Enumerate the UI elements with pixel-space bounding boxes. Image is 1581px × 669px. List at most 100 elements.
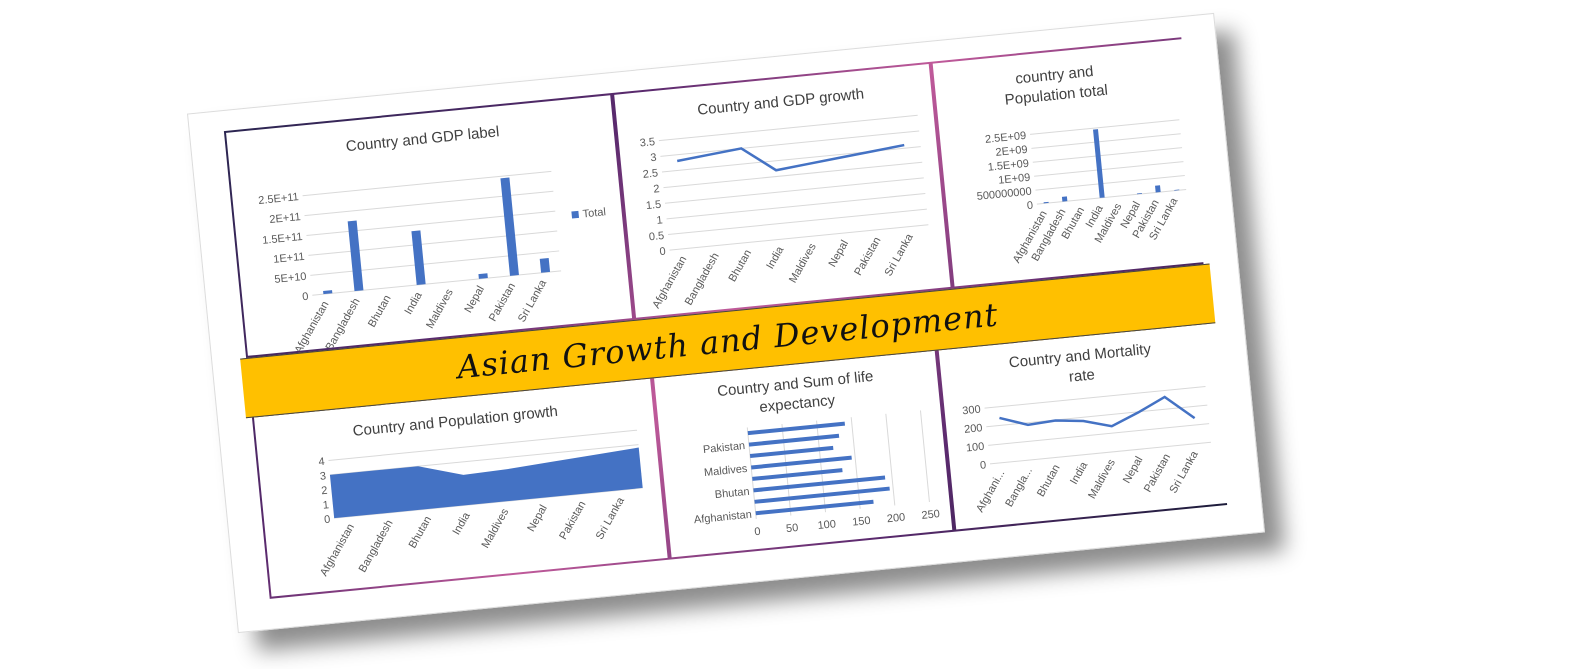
chart-gdp-growth[interactable]: Country and GDP growth 0 0.5 1 1.5 2 2.5 3 3.5 Af… <box>614 63 951 318</box>
chart-population-growth[interactable]: Country and Population growth 0 1 2 3 4 Afghan… <box>253 378 668 597</box>
gdp-label-gridline <box>306 210 556 237</box>
pop-growth-title-line: Country and Population growth <box>352 403 559 440</box>
mortality-xtick-label: Bhutan <box>1035 463 1063 499</box>
pop-growth-ytick-label: 3 <box>319 470 326 483</box>
life-exp-xtick-label: 100 <box>817 518 836 532</box>
gdp-growth-xtick-label: Nepal <box>827 238 852 269</box>
gdp-growth-xtick-label: Sri Lanka <box>883 231 917 278</box>
chart-population-total[interactable]: country and Population total 0 500000000 1E+… <box>932 38 1212 287</box>
gdp-label-bar <box>500 177 519 276</box>
gdp-growth-ytick-label: 3 <box>650 152 657 165</box>
mortality-xtick-label: Sri Lanka <box>1167 448 1201 495</box>
chart-svg: Country and GDP growth00.511.522.533.5Af… <box>639 85 929 311</box>
pop-growth-xtick-label: India <box>451 510 474 537</box>
pop-total-ytick-label: 0 <box>1026 200 1033 213</box>
gdp-label-legend-entry: Total <box>582 206 606 220</box>
life-exp-bar <box>748 433 840 447</box>
pop-total-gridline <box>1036 188 1187 205</box>
life-exp-xtick-label: 250 <box>921 508 940 522</box>
life-exp-bar <box>749 445 834 459</box>
gdp-label-bar <box>539 257 551 273</box>
pop-total-bar <box>1093 129 1105 198</box>
gdp-label-bar <box>347 220 364 292</box>
dashboard-frame: Country and GDP label 0 5E+10 1E+11 1.5E+11 2… <box>223 37 1235 599</box>
life-exp-gridline <box>885 413 896 506</box>
gdp-label-ytick-label: 0 <box>302 291 309 304</box>
gdp-label-xtick-label: India <box>403 289 426 316</box>
gdp-growth-xtick-label: Bangladesh <box>683 251 722 308</box>
pop-total-gridline <box>1032 147 1183 163</box>
pop-total-bar <box>1081 199 1087 200</box>
gdp-label-gridline <box>308 230 558 256</box>
pop-growth-xtick-label: Sri Lanka <box>594 495 628 542</box>
mortality-xtick-label: Nepal <box>1121 455 1146 486</box>
pop-growth-xtick-label: Nepal <box>525 503 550 534</box>
pop-growth-ytick-label: 1 <box>322 499 329 512</box>
chart-svg: Country and Mortalityrate0100200300Afgha… <box>962 341 1211 514</box>
pop-total-gridline <box>1035 175 1185 191</box>
gdp-growth-gridline <box>660 130 920 157</box>
gdp-label-xtick-label: Nepal <box>462 284 487 315</box>
life-exp-xtick-label: 150 <box>852 515 871 529</box>
mortality-ytick-label: 100 <box>965 441 984 455</box>
life-exp-ytick-label: Maldives <box>704 463 749 479</box>
pop-growth-gridline <box>328 429 638 461</box>
pop-growth-xtick-label: Bhutan <box>407 514 435 550</box>
gdp-growth-xtick-label: Maldives <box>787 241 819 285</box>
life-exp-xtick-label: 50 <box>785 522 798 535</box>
gdp-label-gridline <box>312 270 562 296</box>
chart-life-expectancy[interactable]: Country and Sum of life expectancy 0 50 100 1… <box>654 350 953 558</box>
gdp-growth-title-line: Country and GDP growth <box>697 85 865 118</box>
life-exp-gridline <box>746 427 757 520</box>
pop-growth-xtick-label: Afghanistan <box>318 522 357 579</box>
gdp-growth-ytick-label: 1.5 <box>645 199 661 212</box>
life-exp-bar <box>747 421 846 436</box>
gdp-label-bar <box>478 273 488 279</box>
pop-total-bar <box>1118 195 1124 197</box>
pop-total-bar <box>1043 201 1049 204</box>
pop-total-ytick-label: 500000000 <box>976 186 1032 203</box>
pop-total-gridline <box>1031 133 1181 149</box>
pop-total-bar <box>1174 189 1180 191</box>
pop-total-ytick-label: 1E+09 <box>998 172 1031 187</box>
pop-total-gridline <box>1034 161 1184 177</box>
gdp-label-gridline <box>302 170 552 197</box>
gdp-label-ytick-label: 5E+10 <box>274 271 307 286</box>
gdp-label-bar <box>411 230 426 286</box>
dashboard-card: Country and GDP label 0 5E+10 1E+11 1.5E+11 2… <box>186 12 1266 634</box>
life-exp-title-line: expectancy <box>759 392 837 416</box>
pop-growth-ytick-label: 2 <box>321 485 328 498</box>
life-exp-gridline <box>781 423 792 516</box>
gdp-growth-gridline <box>664 177 924 204</box>
gdp-growth-ytick-label: 0 <box>659 246 666 259</box>
life-exp-bar <box>753 475 886 493</box>
gdp-growth-series-line <box>676 143 905 172</box>
mortality-xtick-label: Bangla... <box>1003 465 1035 509</box>
pop-total-ytick-label: 1.5E+09 <box>987 158 1029 174</box>
life-exp-xtick-label: 200 <box>886 511 905 525</box>
gdp-label-bar <box>323 290 333 295</box>
gdp-growth-ytick-label: 2 <box>653 183 660 196</box>
pop-growth-ytick-label: 4 <box>318 456 325 469</box>
life-exp-gridline <box>816 420 827 513</box>
gdp-growth-xtick-label: Pakistan <box>852 235 883 278</box>
gdp-growth-xtick-label: Bhutan <box>726 248 754 284</box>
life-exp-gridline <box>919 410 930 503</box>
mortality-xtick-label: India <box>1068 459 1091 486</box>
life-exp-bar <box>751 455 852 470</box>
chart-mortality-rate[interactable]: Country and Mortality rate 0 100 200 300 Afgha… <box>938 323 1235 530</box>
pop-growth-xtick-label: Maldives <box>480 506 512 550</box>
pop-total-gridline <box>1030 119 1180 135</box>
life-exp-ytick-label: Afghanistan <box>693 509 752 527</box>
mortality-xtick-label: Afghani... <box>974 468 1007 514</box>
gdp-growth-gridline <box>668 208 927 236</box>
mortality-xtick-label: Maldives <box>1086 457 1118 501</box>
gdp-label-title-line: Country and GDP label <box>345 123 500 155</box>
gdp-growth-ytick-label: 1 <box>656 214 663 227</box>
pop-total-bar <box>1136 192 1143 195</box>
chart-gdp-label[interactable]: Country and GDP label 0 5E+10 1E+11 1.5E+11 2… <box>226 95 633 356</box>
mortality-gridline <box>989 441 1211 465</box>
chart-svg: Country and Population growth 0 12 34 Afghan… <box>318 403 643 579</box>
pop-total-bar <box>1155 185 1161 193</box>
